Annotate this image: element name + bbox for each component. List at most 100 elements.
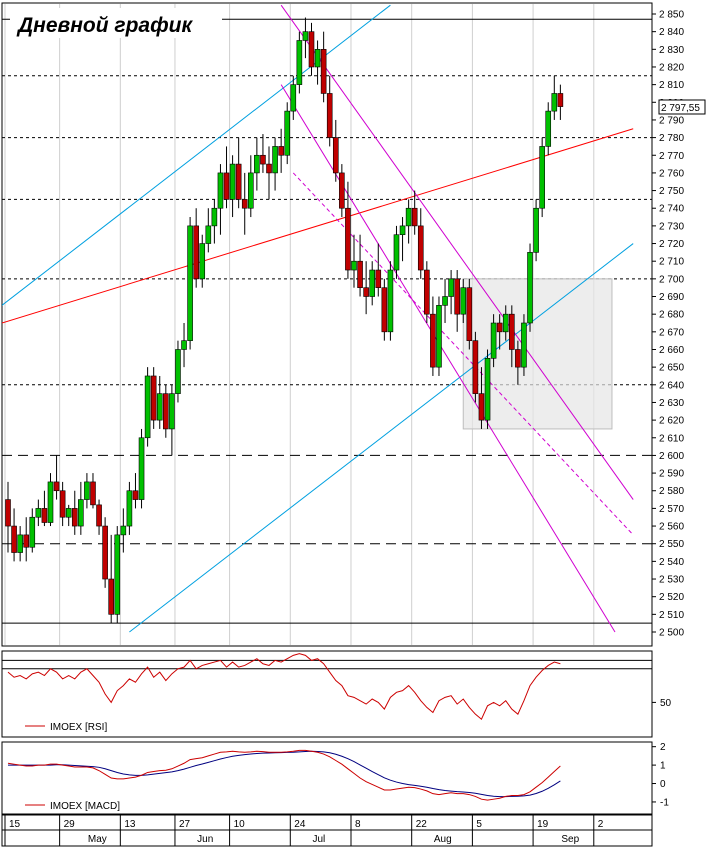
candle-bull — [65, 508, 72, 518]
candle-bull — [47, 481, 54, 523]
candle-bull — [199, 243, 206, 280]
candles — [5, 17, 564, 624]
day-label: 10 — [234, 819, 246, 830]
candle-bear — [417, 225, 424, 271]
month-label: Aug — [434, 834, 452, 845]
candle-bull — [290, 84, 297, 112]
candle-bull — [442, 296, 448, 306]
candle-bull — [229, 163, 236, 200]
candle-bear — [108, 578, 114, 615]
price-tick-label: 2 660 — [659, 345, 684, 356]
month-label: Jun — [197, 834, 213, 845]
candle-bear — [320, 49, 327, 94]
candle-bear — [496, 322, 503, 333]
candle-bear — [132, 490, 139, 500]
candle-bull — [284, 110, 291, 156]
candle-bull — [175, 349, 181, 394]
candle-bear — [332, 137, 339, 174]
candle-bear — [223, 172, 230, 200]
candle-bull — [387, 269, 394, 333]
candle-bear — [102, 525, 108, 580]
price-tick-label: 2 840 — [659, 27, 684, 38]
candle-bear — [266, 163, 272, 174]
candle-bear — [515, 349, 521, 368]
price-tick-label: 2 520 — [659, 592, 684, 603]
candle-bull — [156, 393, 163, 421]
candle-bear — [193, 225, 199, 280]
price-tick-label: 2 580 — [659, 486, 684, 497]
time-axis: 15 29 13 27 10 24 8 22 5 19 2 May Jun Jul Aug Sep — [4, 815, 604, 846]
candle-bull — [302, 31, 309, 41]
candle-bull — [351, 260, 357, 271]
macd-legend-label: IMOEX [MACD] — [50, 801, 120, 812]
candle-bear — [11, 525, 17, 553]
macd-legend: IMOEX [MACD] — [25, 801, 120, 812]
macd-line — [7, 749, 561, 801]
candle-bear — [478, 393, 485, 421]
candle-bull — [114, 534, 121, 615]
candle-bull — [521, 322, 527, 368]
candle-bear — [363, 287, 369, 297]
candle-bear — [381, 287, 388, 333]
candle-bull — [436, 305, 442, 368]
price-tick-label: 2 790 — [659, 115, 684, 126]
trend-line-6 — [292, 172, 634, 536]
candle-bull — [393, 234, 400, 271]
price-tick-label: 2 560 — [659, 522, 684, 533]
last-price-tag: 2 797,55 — [658, 99, 706, 115]
rsi-tick-label: 50 — [660, 698, 672, 709]
price-tick-label: 2 850 — [659, 10, 684, 21]
candle-bull — [484, 358, 491, 421]
candle-bear — [509, 313, 515, 350]
price-tick-label: 2 670 — [659, 327, 684, 338]
month-label: May — [88, 834, 107, 845]
trend-lines — [2, 4, 634, 633]
candle-bull — [254, 154, 260, 174]
candle-bear — [150, 375, 157, 421]
candle-bull — [169, 393, 175, 430]
month-label: Jul — [313, 834, 326, 845]
candle-bear — [41, 508, 48, 523]
day-label: 29 — [64, 819, 76, 830]
macd-tick-label: 0 — [660, 779, 666, 790]
candle-bull — [502, 313, 509, 333]
price-tick-label: 2 690 — [659, 292, 684, 303]
candle-bull — [539, 146, 545, 209]
candle-bull — [187, 225, 193, 341]
rsi-panel-frame — [1, 650, 653, 738]
candle-bull — [211, 207, 218, 227]
price-tick-label: 2 600 — [659, 451, 684, 462]
price-tick-label: 2 760 — [659, 168, 684, 179]
candle-bull — [272, 146, 278, 174]
title-background — [10, 8, 222, 38]
month-label: Sep — [561, 834, 579, 845]
price-tick-label: 2 630 — [659, 398, 684, 409]
candle-bear — [308, 31, 315, 68]
macd-tick-label: 2 — [660, 742, 666, 753]
last-price-box — [658, 99, 706, 115]
candle-bull — [35, 508, 42, 518]
candle-bear — [235, 163, 242, 200]
candle-bull — [217, 172, 224, 209]
candle-bear — [163, 393, 169, 430]
price-tick-label: 2 830 — [659, 45, 684, 56]
price-tick-label: 2 780 — [659, 133, 684, 144]
candle-bear — [424, 269, 430, 315]
candle-bear — [375, 269, 382, 288]
candle-bear — [53, 481, 60, 492]
day-label: 27 — [179, 819, 191, 830]
price-tick-label: 2 610 — [659, 433, 684, 444]
candle-bull — [17, 534, 23, 553]
candle-bear — [5, 499, 11, 527]
day-label: 15 — [9, 819, 21, 830]
candle-bear — [96, 504, 102, 527]
day-label: 19 — [537, 819, 549, 830]
price-axis: 2 500 2 510 2 520 2 530 2 540 2 550 2 560 2 570… — [652, 10, 684, 639]
candle-bear — [430, 313, 436, 368]
macd-indicator: -1 0 1 2 — [7, 742, 669, 808]
price-tick-label: 2 740 — [659, 204, 684, 215]
macd-tick-label: -1 — [660, 797, 669, 808]
trend-line-1 — [2, 128, 634, 324]
candle-bull — [527, 252, 533, 324]
